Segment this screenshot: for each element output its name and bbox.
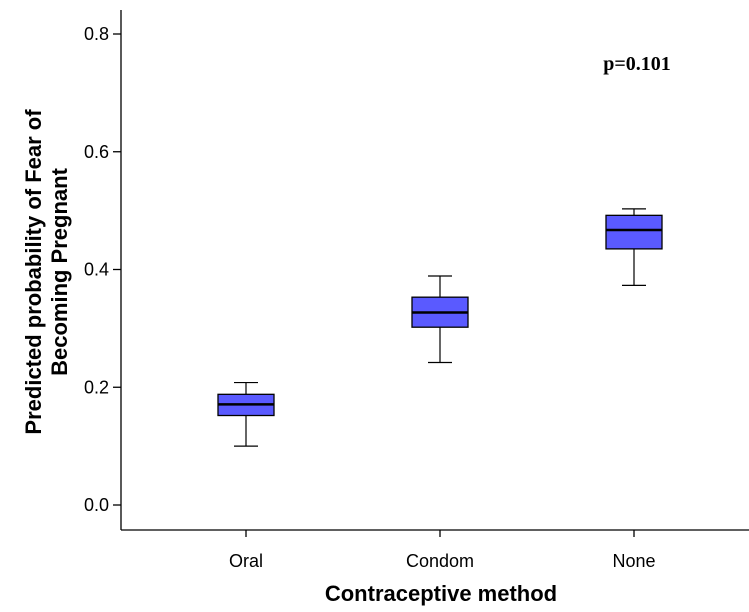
y-tick-label: 0.4 [84,260,109,280]
box-none [605,208,663,286]
x-tick-label: Oral [229,551,263,571]
x-axis-ticks: Oral Condom None [229,530,656,571]
box-series [217,208,663,447]
y-tick-label: 0.0 [84,495,109,515]
iqr-box [605,214,663,250]
axes [120,10,749,531]
x-tick-label: Condom [406,551,474,571]
y-axis-title-line-2: Becoming Pregnant [47,167,72,375]
y-tick-label: 0.6 [84,142,109,162]
y-axis-ticks: 0.0 0.2 0.4 0.6 0.8 [84,24,121,515]
x-axis-title: Contraceptive method [325,581,557,606]
y-tick-label: 0.2 [84,377,109,397]
y-axis-title-line-1: Predicted probability of Fear of [21,109,46,435]
y-tick-label: 0.8 [84,24,109,44]
x-tick-label: None [612,551,655,571]
p-value-annotation: p=0.101 [603,53,671,75]
box-oral [217,381,275,447]
box-condom [411,275,469,364]
